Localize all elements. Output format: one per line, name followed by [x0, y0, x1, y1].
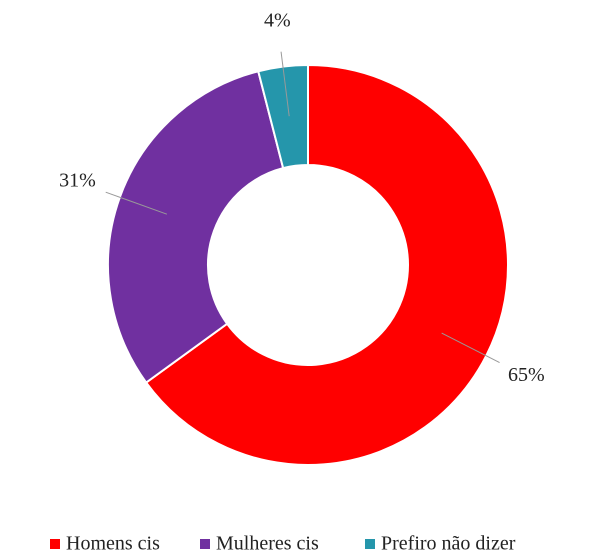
legend-swatch	[365, 539, 375, 549]
donut-segment	[144, 63, 509, 466]
legend-label: Mulheres cis	[216, 533, 319, 554]
legend-label: Homens cis	[66, 533, 160, 554]
leader-line	[280, 51, 290, 117]
data-label: 4%	[264, 10, 291, 32]
legend-label: Prefiro não dizer	[381, 533, 516, 554]
donut-segment	[107, 70, 285, 384]
data-label: 31%	[59, 170, 96, 192]
legend-swatch	[50, 539, 60, 549]
legend-swatch	[200, 539, 210, 549]
leader-line	[105, 191, 168, 215]
data-label: 65%	[508, 364, 545, 386]
leader-line	[441, 332, 500, 364]
donut-segment	[257, 63, 309, 170]
